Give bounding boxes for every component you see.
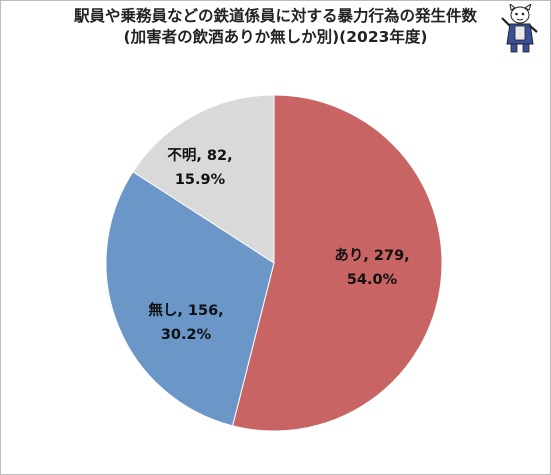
pie-slice-1 [231,94,443,432]
slice-label-2: 無し, 156, [148,301,223,319]
slice-percent-1: 54.0% [347,272,398,288]
slice-percent-2: 30.2% [161,327,212,343]
pie-slice-3 [132,94,275,264]
chart-title: 駅員や乗務員などの鉄道係員に対する暴力行為の発生件数 [73,7,477,25]
chart-subtitle: (加害者の飲酒ありか無しか別)(2023年度) [123,28,428,46]
slice-label-1: あり, 279, [334,247,409,264]
cartoon-mascot-icon [501,4,538,53]
chart-title-block: 駅員や乗務員などの鉄道係員に対する暴力行為の発生件数 (加害者の飲酒ありか無しか… [0,6,551,48]
slice-percent-3: 15.9% [175,172,226,188]
slice-label-3: 不明, 82, [167,147,232,164]
pie-slice-2 [105,171,275,427]
